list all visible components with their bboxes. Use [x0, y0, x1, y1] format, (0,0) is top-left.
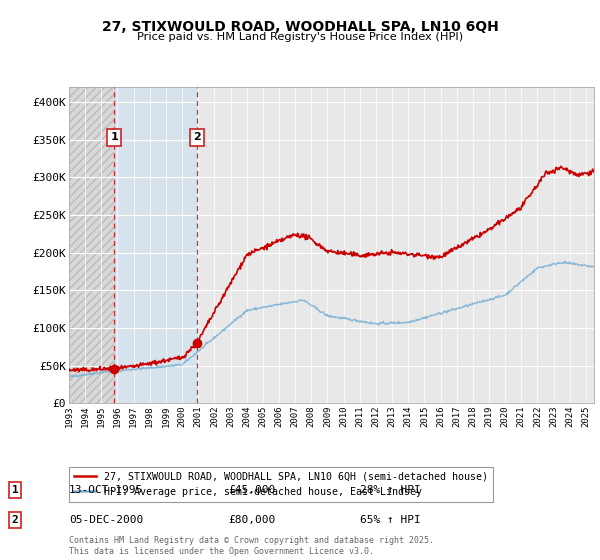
Text: 1: 1	[11, 485, 19, 495]
Text: Contains HM Land Registry data © Crown copyright and database right 2025.
This d: Contains HM Land Registry data © Crown c…	[69, 536, 434, 556]
Legend: 27, STIXWOULD ROAD, WOODHALL SPA, LN10 6QH (semi-detached house), HPI: Average p: 27, STIXWOULD ROAD, WOODHALL SPA, LN10 6…	[69, 466, 493, 502]
Text: £45,000: £45,000	[228, 485, 275, 495]
Text: 05-DEC-2000: 05-DEC-2000	[69, 515, 143, 525]
Text: 13-OCT-1995: 13-OCT-1995	[69, 485, 143, 495]
Text: Price paid vs. HM Land Registry's House Price Index (HPI): Price paid vs. HM Land Registry's House …	[137, 32, 463, 42]
Text: 65% ↑ HPI: 65% ↑ HPI	[360, 515, 421, 525]
Text: £80,000: £80,000	[228, 515, 275, 525]
Bar	[114, 87, 197, 403]
Text: 27, STIXWOULD ROAD, WOODHALL SPA, LN10 6QH: 27, STIXWOULD ROAD, WOODHALL SPA, LN10 6…	[101, 20, 499, 34]
Text: 2: 2	[193, 132, 201, 142]
Text: 2: 2	[11, 515, 19, 525]
Text: 28% ↑ HPI: 28% ↑ HPI	[360, 485, 421, 495]
Bar	[69, 87, 114, 403]
Text: 1: 1	[110, 132, 118, 142]
